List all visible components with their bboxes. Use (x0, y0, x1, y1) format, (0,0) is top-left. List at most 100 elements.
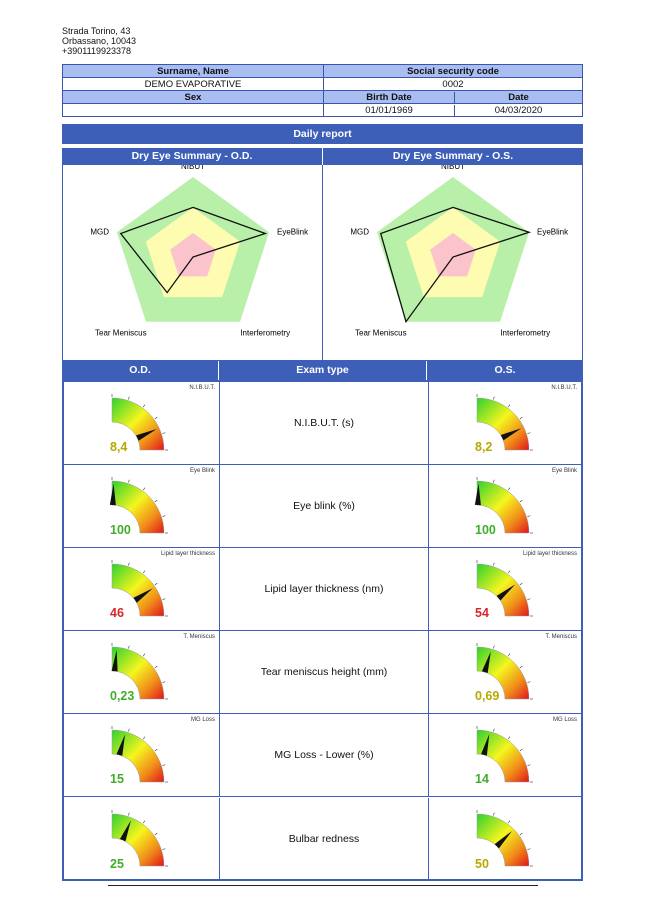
radar-axis-label: NIBUT (181, 165, 205, 171)
gauge-tick (527, 598, 531, 601)
os-gauge-value: 100 (475, 523, 496, 538)
gauge-needle (500, 428, 522, 441)
od-header: O.D. (62, 361, 218, 380)
od-gauge-value: 8,4 (110, 440, 128, 455)
gauge-tick (162, 432, 166, 434)
gauge-tick (142, 736, 146, 740)
os-gauge-cell: 50 (429, 798, 581, 881)
radar-od: NIBUT EyeBlink Interferometry Tear Meniscus… (62, 165, 323, 361)
gauge-tick (154, 749, 158, 752)
gauge-needle (494, 830, 512, 848)
gauge-tick (507, 653, 511, 657)
exam-type-label: Bulbar redness (288, 833, 360, 846)
radar-axis-label: MGD (350, 228, 369, 237)
os-gauge-cell: MG Loss 14 (429, 714, 581, 798)
radar-axis-label: Interferometry (500, 328, 550, 337)
os-gauge-value: 54 (475, 606, 489, 621)
gauge-tick (527, 515, 531, 518)
gauge-tick (142, 404, 146, 408)
gauge-arc (476, 397, 530, 451)
date-headers: Birth Date Date (323, 90, 583, 104)
summary-od-title: Dry Eye Summary - O.D. (62, 148, 322, 165)
od-gauge-cell: N.I.B.U.T. 8,4 (64, 382, 220, 466)
exam-type-label: N.I.B.U.T. (s) (293, 417, 355, 430)
gauge-arc (111, 730, 165, 783)
gauge-tick (162, 764, 166, 767)
radar-data-polygon (379, 206, 532, 324)
gauge-tick (128, 729, 130, 733)
gauge-arc (476, 480, 530, 534)
date-value: 04/03/2020 (494, 104, 543, 116)
gauge-arc (111, 397, 165, 451)
od-gauge-title: MG Loss (190, 717, 215, 724)
birth-value: 01/01/1969 (324, 104, 455, 116)
gauge-needle (133, 588, 153, 603)
od-gauge-cell: T. Meniscus 0,23 (64, 631, 220, 715)
exam-type-cell: Bulbar redness (220, 797, 429, 881)
gauge-tick (507, 820, 511, 823)
gauge-needle (119, 819, 131, 841)
radar-zone (430, 233, 476, 277)
radar-axis-label: EyeBlink (537, 228, 569, 237)
gauge-tick (527, 764, 531, 767)
ssc-value: 0002 (323, 77, 583, 91)
gauge-tick (519, 499, 523, 503)
os-gauge-value: 14 (475, 772, 489, 787)
gauge-tick (154, 416, 158, 420)
gauge-needle (496, 584, 516, 601)
exam-type-cell: MG Loss - Lower (%) (220, 714, 429, 798)
gauge-tick (162, 681, 166, 684)
gauge-tick (154, 499, 158, 503)
radar-axis-label: MGD (90, 228, 109, 237)
gauge-tick (507, 570, 511, 574)
os-gauge-title: T. Meniscus (545, 634, 577, 641)
gauge-tick (493, 645, 495, 649)
gauge-arc (476, 647, 530, 700)
od-gauge-title: N.I.B.U.T. (189, 385, 215, 391)
exam-type-cell: Tear meniscus height (mm) (220, 631, 429, 715)
gauge-tick (128, 562, 130, 566)
exam-type-cell: Lipid layer thickness (nm) (220, 548, 429, 632)
od-gauge-cell: 25 (64, 797, 220, 881)
sex-header: Sex (62, 90, 324, 104)
birth-header: Birth Date (324, 91, 455, 103)
gauge-tick (142, 820, 146, 823)
exam-type-label: MG Loss - Lower (%) (274, 749, 374, 762)
gauge-tick (493, 479, 495, 483)
gauge-tick (519, 666, 523, 669)
gauge-tick (493, 812, 495, 816)
gauge-tick (493, 729, 495, 733)
radar-axis-label: Tear Meniscus (355, 328, 407, 337)
patient-info-table: Surname, Name Social security code DEMO … (62, 64, 583, 117)
od-gauge-cell: Eye Blink 100 (64, 465, 220, 549)
os-gauge-cell: N.I.B.U.T. 8,2 (429, 382, 581, 466)
od-gauge-value: 25 (110, 856, 124, 871)
od-gauge-cell: MG Loss 15 (64, 714, 220, 798)
date-header: Date (508, 91, 529, 103)
summary-os-title: Dry Eye Summary - O.S. (323, 148, 583, 165)
radar-axis-label: Tear Meniscus (95, 328, 147, 337)
gauge-tick (142, 487, 146, 491)
gauge-needle (116, 734, 126, 757)
os-gauge-cell: T. Meniscus 0,69 (429, 631, 581, 715)
gauge-tick (162, 598, 166, 601)
gauge-tick (519, 832, 523, 835)
os-gauge-title: N.I.B.U.T. (551, 385, 577, 391)
gauge-tick (128, 812, 130, 816)
gauge-tick (162, 847, 166, 850)
gauge-tick (128, 479, 130, 483)
gauge-tick (142, 653, 146, 657)
gauge-needle (136, 428, 157, 441)
gauge-tick (154, 832, 158, 835)
gauge-needle (481, 734, 490, 757)
address-city: Orbassano, 10043 (62, 36, 137, 46)
surname-header: Surname, Name (62, 64, 324, 78)
exam-type-cell: N.I.B.U.T. (s) (220, 382, 429, 466)
exam-type-label: Tear meniscus height (mm) (260, 666, 388, 679)
gauge-tick (519, 749, 523, 752)
address-phone: +3901119923378 (62, 46, 131, 56)
ssc-header: Social security code (323, 64, 583, 78)
gauge-needle (481, 651, 491, 674)
os-gauge-value: 50 (475, 856, 489, 871)
os-gauge-title: MG Loss (552, 717, 577, 724)
